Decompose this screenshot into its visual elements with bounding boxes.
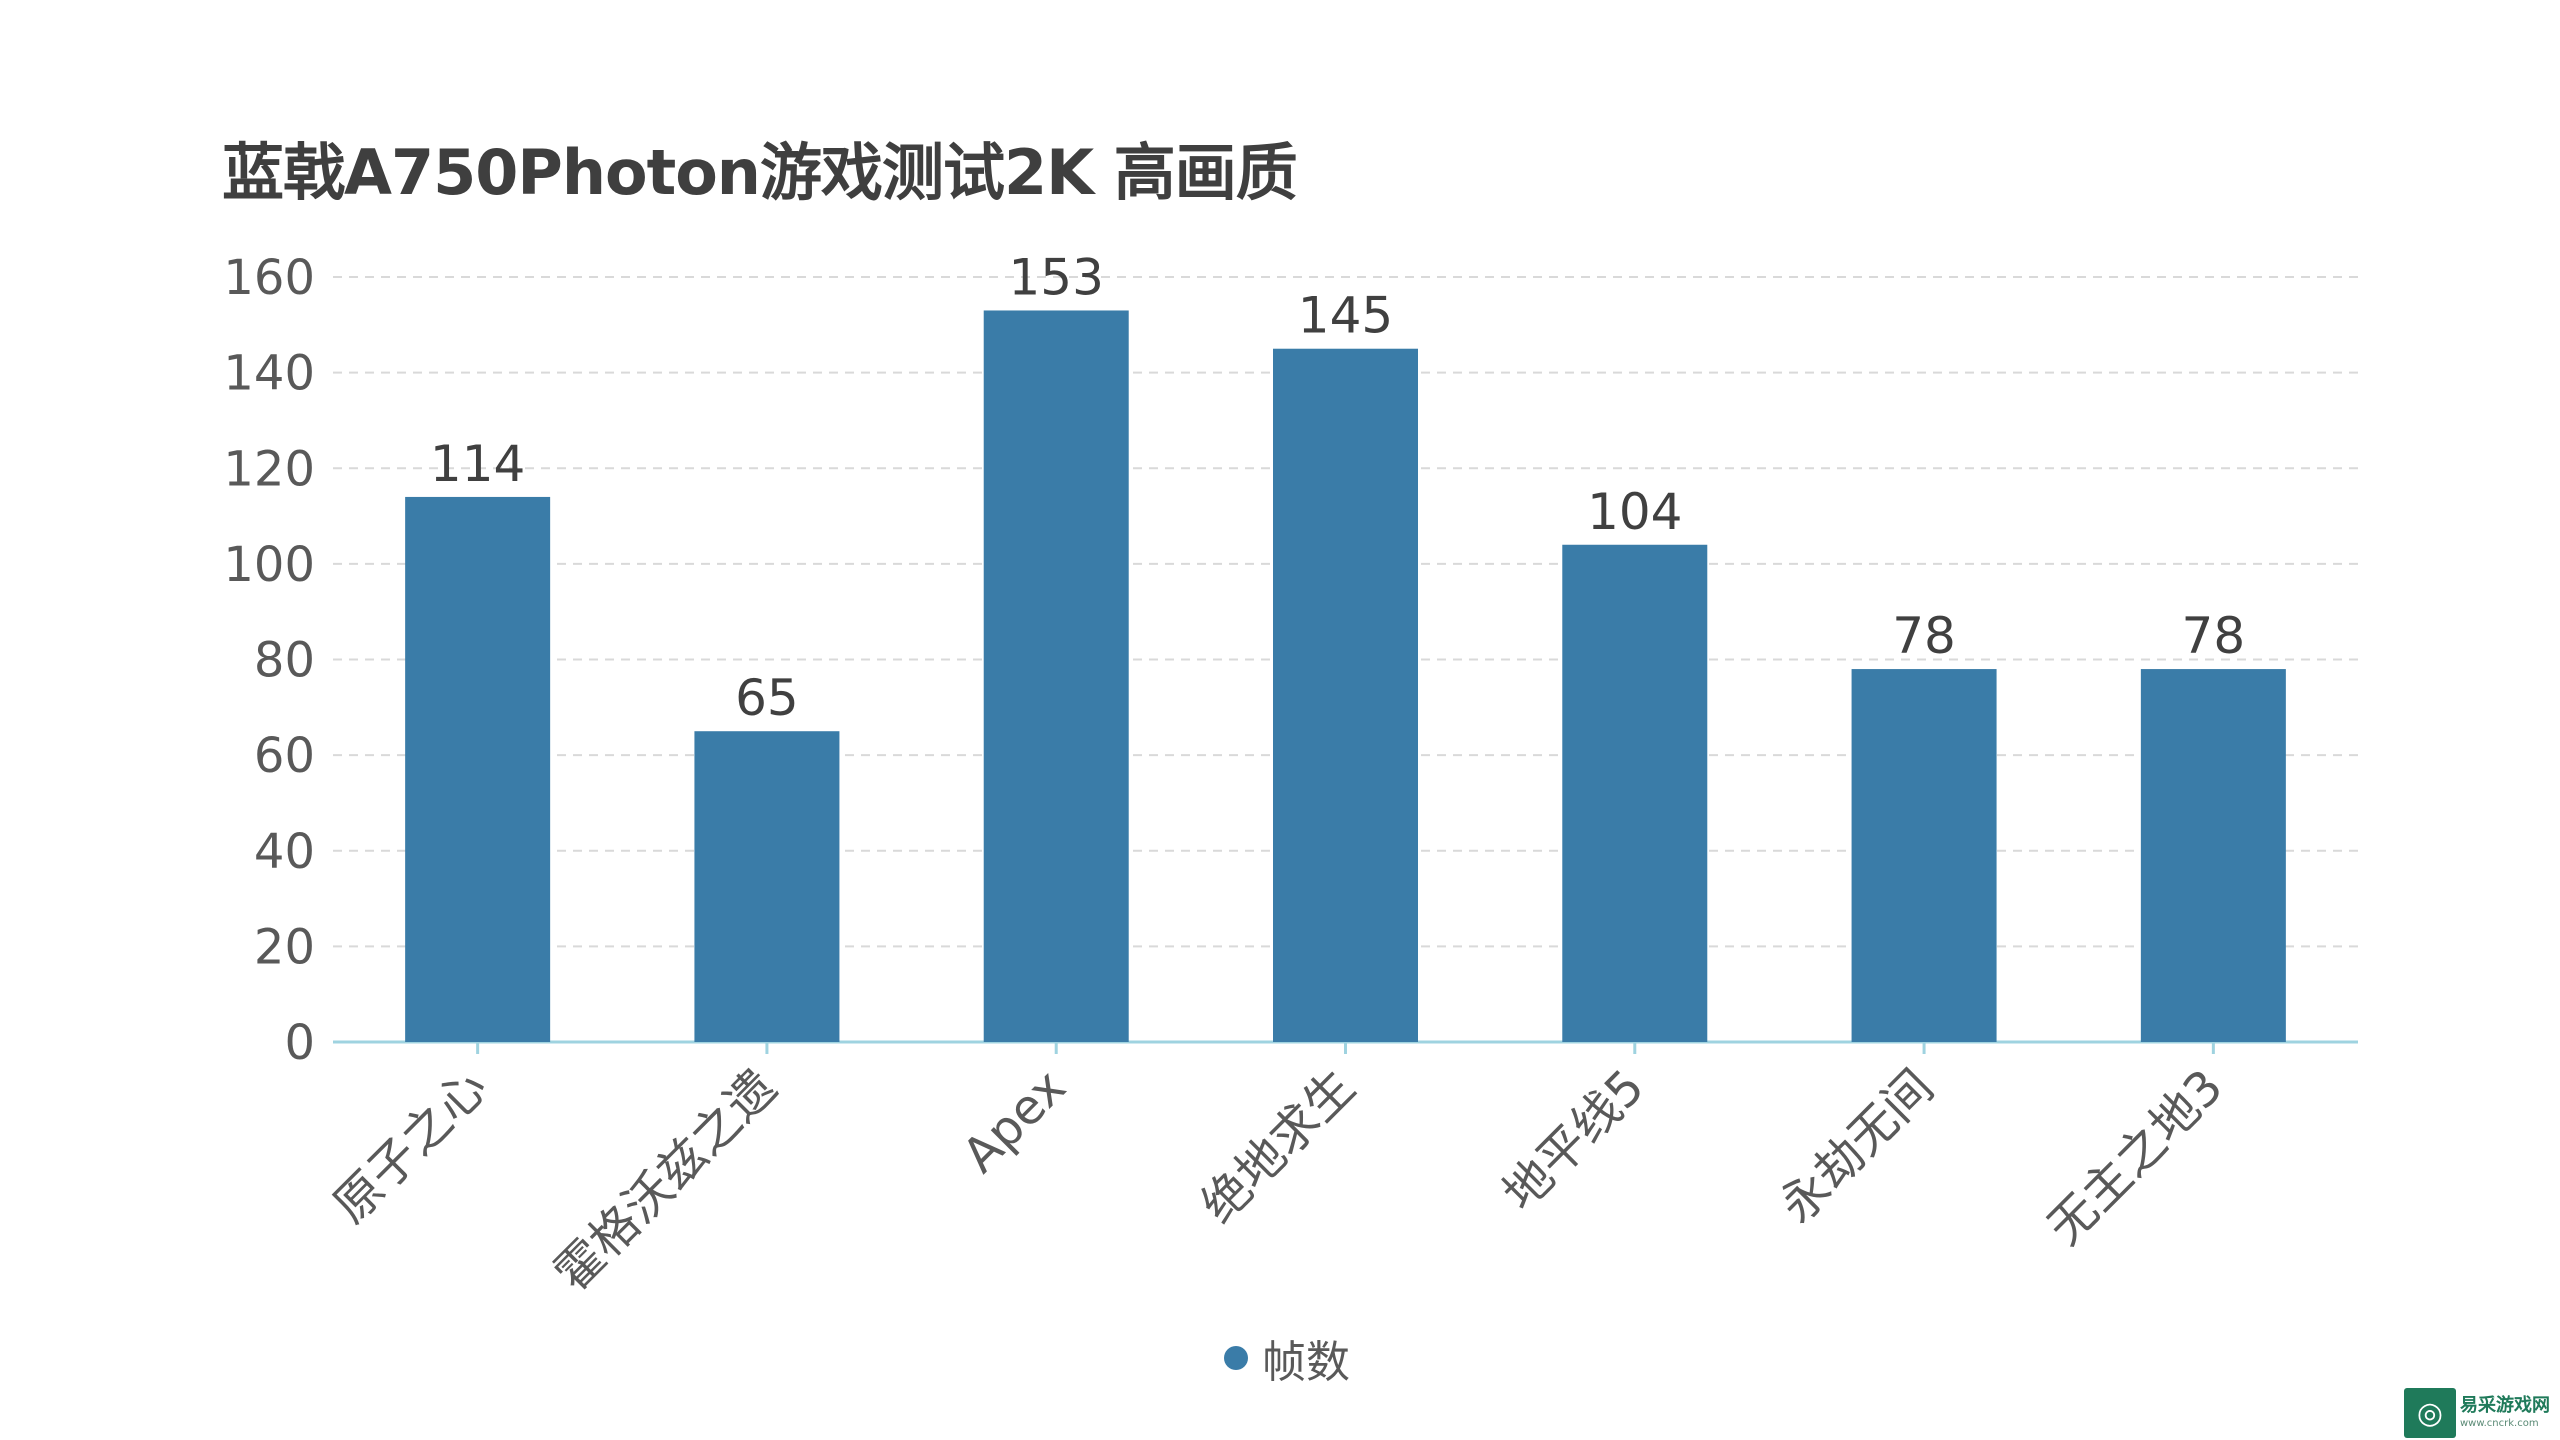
data-label: 65	[735, 669, 799, 727]
category-labels: 原子之心 霍格沃兹之遗 Apex 绝地求生 地平线5 永劫无间 无主之地3	[323, 1059, 2234, 1302]
y-tick-label: 140	[223, 346, 315, 402]
y-tick-label: 120	[223, 441, 315, 497]
data-label: 104	[1587, 483, 1682, 541]
watermark-site-name: 易采游戏网	[2460, 1395, 2550, 1416]
data-label: 114	[430, 435, 525, 493]
bar	[694, 731, 840, 1042]
category-label: 绝地求生	[1191, 1059, 1366, 1234]
y-tick-label: 60	[254, 728, 315, 784]
bar	[983, 310, 1129, 1042]
bars	[405, 310, 2286, 1042]
category-label: 无主之地3	[2037, 1059, 2234, 1256]
y-tick-label: 20	[254, 919, 315, 975]
data-label: 78	[2182, 607, 2246, 665]
category-label: 地平线5	[1492, 1059, 1655, 1222]
bar	[2140, 669, 2286, 1042]
data-label: 145	[1298, 287, 1393, 345]
y-tick-label: 0	[284, 1015, 315, 1071]
category-label: 原子之心	[323, 1059, 498, 1234]
y-tick-label: 160	[223, 250, 315, 306]
bar	[405, 496, 551, 1042]
legend-label: 帧数	[1262, 1337, 1350, 1388]
category-label: Apex	[952, 1059, 1077, 1184]
axes: 0 20 40 60 80 100 120 140 160	[223, 250, 2358, 1071]
watermark-url: www.cncrk.com	[2460, 1418, 2539, 1429]
category-label: 霍格沃兹之遗	[544, 1059, 787, 1302]
chart-title: 蓝戟A750Photon游戏测试2K 高画质	[222, 136, 1298, 209]
y-tick-label: 100	[223, 537, 315, 593]
bar	[1273, 348, 1418, 1042]
y-tick-label: 80	[254, 633, 315, 689]
game-controller-icon: ◎	[2404, 1388, 2456, 1438]
legend-marker	[1224, 1346, 1248, 1370]
bar	[1562, 544, 1708, 1042]
watermark: ◎ 易采游戏网 www.cncrk.com	[2404, 1388, 2558, 1438]
watermark-text: 易采游戏网 www.cncrk.com	[2460, 1397, 2550, 1429]
legend: 帧数	[1224, 1326, 1350, 1390]
data-labels: 114 65 153 145 104 78 78	[430, 248, 2245, 727]
data-label: 153	[1008, 248, 1103, 306]
data-label: 78	[1892, 607, 1956, 665]
y-tick-label: 40	[254, 824, 315, 880]
category-label: 永劫无间	[1769, 1059, 1944, 1234]
bar	[1851, 669, 1997, 1042]
